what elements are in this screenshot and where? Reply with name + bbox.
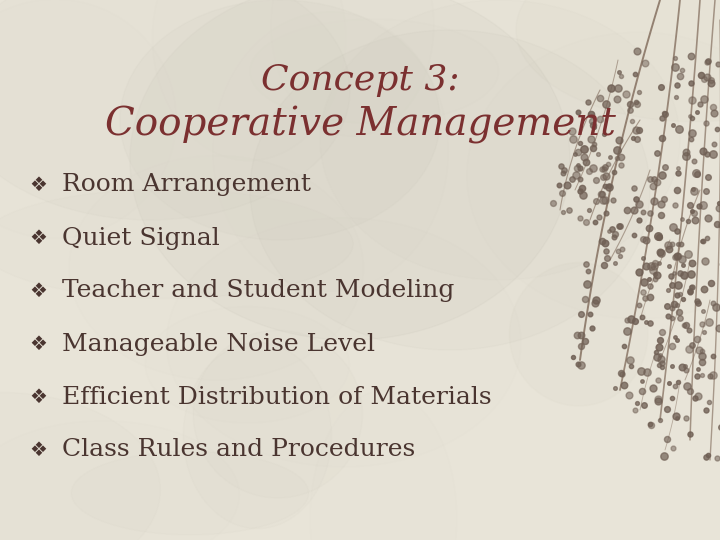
Text: Concept 3:: Concept 3: xyxy=(261,63,459,97)
Ellipse shape xyxy=(184,342,331,529)
Ellipse shape xyxy=(310,391,456,540)
Ellipse shape xyxy=(510,262,648,406)
Ellipse shape xyxy=(145,307,349,423)
Text: ❖: ❖ xyxy=(29,334,47,354)
Ellipse shape xyxy=(71,451,309,535)
Ellipse shape xyxy=(0,0,350,220)
Text: ❖: ❖ xyxy=(29,441,47,460)
Ellipse shape xyxy=(130,0,570,340)
Text: Efficient Distribution of Materials: Efficient Distribution of Materials xyxy=(62,386,492,408)
Ellipse shape xyxy=(120,0,440,240)
Ellipse shape xyxy=(193,330,362,498)
Ellipse shape xyxy=(250,30,650,350)
Text: ❖: ❖ xyxy=(29,228,47,247)
Text: ❖: ❖ xyxy=(29,388,47,407)
Ellipse shape xyxy=(0,393,161,540)
Text: Class Rules and Procedures: Class Rules and Procedures xyxy=(62,438,415,462)
Text: ❖: ❖ xyxy=(29,176,47,194)
Text: Manageable Noise Level: Manageable Noise Level xyxy=(62,333,375,355)
Ellipse shape xyxy=(0,0,176,239)
Ellipse shape xyxy=(0,189,353,299)
Text: Quiet Signal: Quiet Signal xyxy=(62,226,220,249)
Ellipse shape xyxy=(250,19,499,123)
Text: Teacher and Student Modeling: Teacher and Student Modeling xyxy=(62,280,454,302)
Text: ❖: ❖ xyxy=(29,281,47,300)
Ellipse shape xyxy=(271,0,434,136)
Text: Cooperative Management: Cooperative Management xyxy=(104,106,616,144)
Text: Room Arrangement: Room Arrangement xyxy=(62,173,311,197)
Ellipse shape xyxy=(516,0,720,122)
